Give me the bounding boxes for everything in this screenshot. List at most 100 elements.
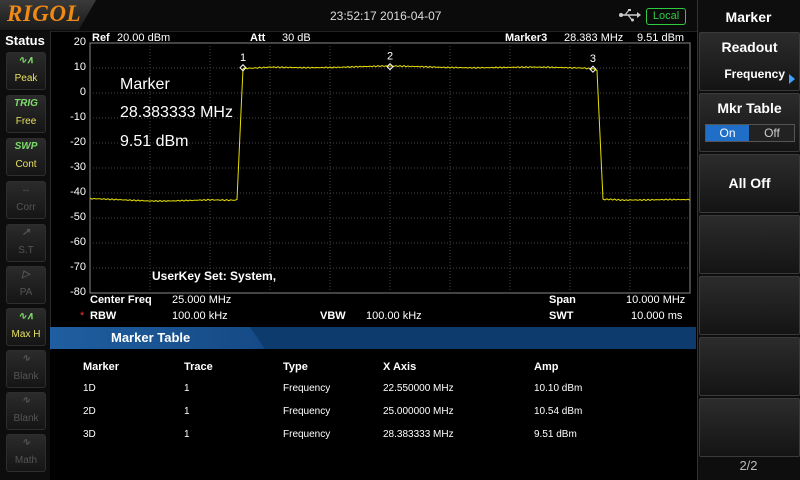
date-time: 23:52:17 2016-04-07 (330, 9, 442, 23)
marker-table-cell: 1 (184, 406, 190, 417)
marker-3-label: 3 (590, 53, 596, 65)
marker-table-cell: 1D (83, 383, 96, 394)
blank-icon: ∿ (21, 395, 31, 406)
marker-3-point[interactable] (589, 65, 597, 73)
status-button-label: Corr (16, 202, 36, 213)
span-label[interactable]: Span (549, 294, 576, 306)
rbw-value[interactable]: 100.00 kHz (172, 310, 228, 322)
marker-1-point[interactable] (239, 64, 247, 72)
marker-table-column-header: Trace (184, 361, 213, 373)
y-tick-label: -50 (70, 211, 86, 223)
marker-2-point[interactable] (386, 62, 394, 71)
marker-table-column-header: X Axis (383, 361, 417, 373)
center-freq-label[interactable]: Center Freq (90, 294, 152, 306)
marker-table-cell: 10.10 dBm (534, 383, 583, 394)
center-freq-value[interactable]: 25.000 MHz (172, 294, 232, 306)
empty-softkey-5[interactable] (699, 276, 800, 335)
status-button-label: Free (15, 116, 37, 127)
empty-softkey-4[interactable] (699, 215, 800, 274)
vbw-value[interactable]: 100.00 kHz (366, 310, 422, 322)
mkr-table-toggle[interactable]: On Off (705, 124, 795, 142)
y-tick-label: -30 (70, 161, 86, 173)
status-button-label: PA (19, 287, 33, 298)
trig-icon: TRIG (14, 98, 38, 109)
status-button-free[interactable]: TRIG Free (6, 95, 46, 133)
marker-table-cell: Frequency (283, 383, 331, 394)
empty-softkey-7[interactable] (699, 398, 800, 457)
marker-table-column-header: Type (283, 361, 308, 373)
marker-table-cell: 1 (184, 383, 190, 394)
usb-icon (619, 9, 641, 22)
status-button-blank[interactable]: ∿ Blank (6, 392, 46, 430)
empty-softkey-6[interactable] (699, 337, 800, 396)
trace-1-line (89, 65, 691, 203)
corr-icon: ↔ (21, 184, 31, 195)
vbw-label[interactable]: VBW (320, 310, 346, 322)
marker-header-freq: 28.383 MHz (564, 32, 624, 44)
marker-table-column-header: Marker (83, 361, 120, 373)
rbw-label[interactable]: RBW (90, 310, 117, 322)
st-icon: ↗ (21, 227, 31, 238)
marker-table-cell: 1 (184, 429, 190, 440)
submenu-arrow-icon (789, 74, 795, 84)
toggle-off[interactable]: Off (750, 125, 794, 141)
status-button-math[interactable]: ∿ Math (6, 434, 46, 472)
top-bar (0, 0, 697, 32)
mkr-table-label: Mkr Table (717, 100, 782, 116)
status-button-blank[interactable]: ∿ Blank (6, 350, 46, 388)
swp-icon: SWP (14, 141, 38, 152)
status-button-corr[interactable]: ↔ Corr (6, 181, 46, 219)
status-button-label: Max H (11, 329, 41, 340)
readout-softkey[interactable]: Readout Frequency (699, 32, 800, 91)
marker-table-cell: 3D (83, 429, 96, 440)
att-label: Att (250, 32, 266, 44)
userkey-status: UserKey Set: System, (152, 269, 277, 283)
swt-label[interactable]: SWT (549, 310, 574, 322)
menu-title: Marker (725, 9, 772, 25)
brand-text: RIGOL (7, 1, 82, 26)
readout-value: Frequency (724, 67, 785, 81)
y-tick-label: -20 (70, 136, 86, 148)
att-value: 30 dB (282, 32, 311, 44)
y-tick-label: -40 (70, 186, 86, 198)
spectrum-chart: 1 2 3 (89, 42, 691, 294)
status-button-label: Blank (13, 413, 39, 424)
marker-1-label: 1 (240, 52, 246, 64)
status-button-pa[interactable]: ▷ PA (6, 266, 46, 304)
status-button-max-h[interactable]: ∿∧ Max H (6, 308, 46, 346)
marker-table-cell: 22.550000 MHz (383, 383, 454, 394)
marker-table-cell: 2D (83, 406, 96, 417)
marker-table-tab (50, 327, 265, 349)
marker-readout-amp: 9.51 dBm (120, 133, 189, 150)
status-button-s-t[interactable]: ↗ S.T (6, 224, 46, 262)
status-button-cont[interactable]: SWP Cont (6, 138, 46, 176)
y-tick-label: 20 (73, 36, 86, 48)
mkr-table-softkey[interactable]: Mkr Table On Off (699, 93, 800, 152)
readout-label: Readout (721, 39, 778, 55)
status-button-label: Blank (13, 371, 39, 382)
marker-table-column-header: Amp (534, 361, 559, 373)
swt-value[interactable]: 10.000 ms (631, 310, 683, 322)
pa-icon: ▷ (22, 269, 30, 280)
marker-table-cell: Frequency (283, 406, 331, 417)
marker-table (50, 350, 696, 480)
span-value[interactable]: 10.000 MHz (626, 294, 686, 306)
status-button-label: Peak (14, 73, 38, 84)
menu-page-indicator[interactable]: 2/2 (739, 458, 758, 473)
toggle-on[interactable]: On (706, 125, 749, 141)
marker-table-title: Marker Table (111, 330, 191, 345)
rigol-logo (0, 0, 96, 30)
local-status-badge: Local (646, 8, 686, 25)
status-button-peak[interactable]: ∿∧ Peak (6, 52, 46, 90)
all-off-label: All Off (728, 175, 771, 191)
status-button-label: S.T (18, 245, 34, 256)
maxhold-icon: ∿∧ (18, 311, 34, 322)
marker-table-cell: 10.54 dBm (534, 406, 583, 417)
marker-table-cell: 25.000000 MHz (383, 406, 454, 417)
rbw-manual-star: * (80, 310, 85, 322)
all-off-softkey[interactable]: All Off (699, 154, 800, 213)
status-title: Status (5, 33, 45, 48)
y-tick-label: -60 (70, 236, 86, 248)
marker-header-amp: 9.51 dBm (637, 32, 685, 44)
y-tick-label: -10 (70, 111, 86, 123)
